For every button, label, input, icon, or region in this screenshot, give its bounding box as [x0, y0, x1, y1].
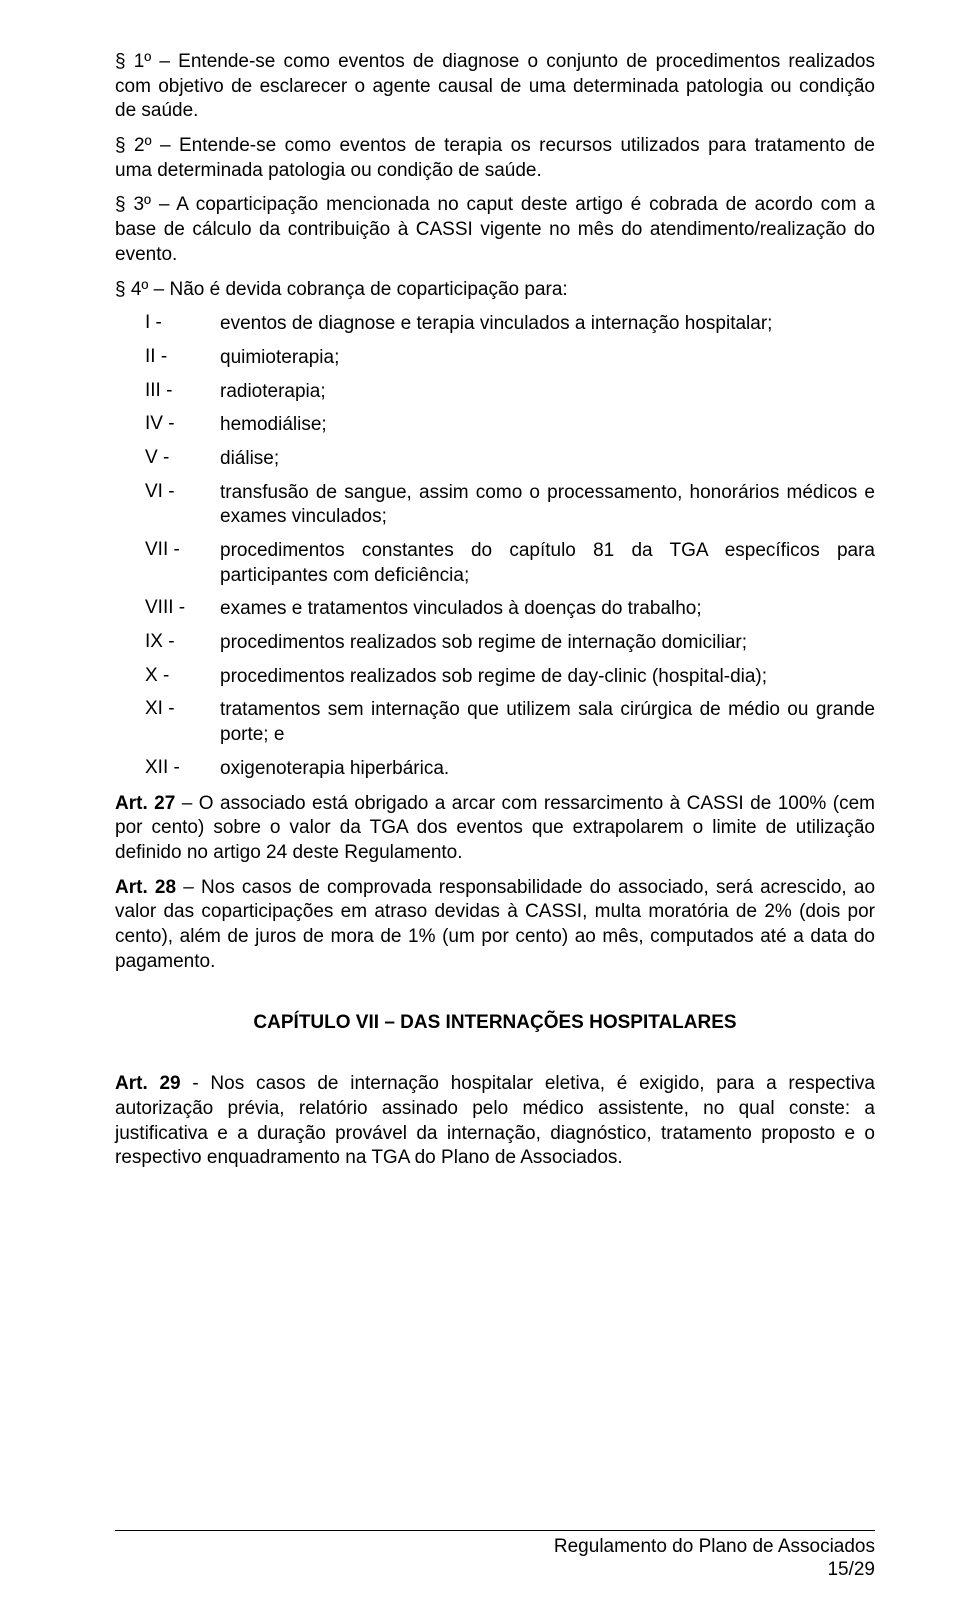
footer-divider	[115, 1530, 875, 1531]
list-number: VI -	[115, 481, 220, 530]
article-text: - Nos casos de internação hospitalar ele…	[115, 1073, 875, 1168]
paragraph-4: § 4º – Não é devida cobrança de copartic…	[115, 278, 875, 303]
paragraph-1: § 1º – Entende-se como eventos de diagno…	[115, 50, 875, 124]
list-text: transfusão de sangue, assim como o proce…	[220, 481, 875, 530]
list-text: procedimentos constantes do capítulo 81 …	[220, 539, 875, 588]
list-text: procedimentos realizados sob regime de i…	[220, 631, 875, 656]
article-text: – O associado está obrigado a arcar com …	[115, 793, 875, 863]
list-number: XI -	[115, 698, 220, 747]
paragraph-2: § 2º – Entende-se como eventos de terapi…	[115, 134, 875, 183]
article-label: Art. 29	[115, 1073, 181, 1094]
footer-title: Regulamento do Plano de Associados	[115, 1535, 875, 1559]
list-number: VIII -	[115, 597, 220, 622]
list-text: radioterapia;	[220, 380, 875, 405]
list-item: IV - hemodiálise;	[115, 413, 875, 438]
list-number: III -	[115, 380, 220, 405]
coparticipacao-list: I - eventos de diagnose e terapia vincul…	[115, 312, 875, 781]
list-number: IX -	[115, 631, 220, 656]
list-item: X - procedimentos realizados sob regime …	[115, 665, 875, 690]
list-number: I -	[115, 312, 220, 337]
list-item: VI - transfusão de sangue, assim como o …	[115, 481, 875, 530]
list-item: IX - procedimentos realizados sob regime…	[115, 631, 875, 656]
list-item: VII - procedimentos constantes do capítu…	[115, 539, 875, 588]
list-text: eventos de diagnose e terapia vinculados…	[220, 312, 875, 337]
list-text: quimioterapia;	[220, 346, 875, 371]
list-number: X -	[115, 665, 220, 690]
list-number: II -	[115, 346, 220, 371]
article-label: Art. 28	[115, 877, 176, 898]
list-text: diálise;	[220, 447, 875, 472]
list-text: exames e tratamentos vinculados à doença…	[220, 597, 875, 622]
list-item: XI - tratamentos sem internação que util…	[115, 698, 875, 747]
list-text: procedimentos realizados sob regime de d…	[220, 665, 875, 690]
list-item: II - quimioterapia;	[115, 346, 875, 371]
list-text: oxigenoterapia hiperbárica.	[220, 757, 875, 782]
list-item: VIII - exames e tratamentos vinculados à…	[115, 597, 875, 622]
page-footer: Regulamento do Plano de Associados 15/29	[115, 1530, 875, 1583]
list-number: VII -	[115, 539, 220, 588]
article-text: – Nos casos de comprovada responsabilida…	[115, 877, 875, 972]
list-text: tratamentos sem internação que utilizem …	[220, 698, 875, 747]
article-29: Art. 29 - Nos casos de internação hospit…	[115, 1072, 875, 1171]
list-number: XII -	[115, 757, 220, 782]
document-page: § 1º – Entende-se como eventos de diagno…	[0, 0, 960, 1622]
article-27: Art. 27 – O associado está obrigado a ar…	[115, 792, 875, 866]
article-28: Art. 28 – Nos casos de comprovada respon…	[115, 876, 875, 975]
list-number: V -	[115, 447, 220, 472]
list-item: I - eventos de diagnose e terapia vincul…	[115, 312, 875, 337]
list-item: XII - oxigenoterapia hiperbárica.	[115, 757, 875, 782]
chapter-title: CAPÍTULO VII – DAS INTERNAÇÕES HOSPITALA…	[115, 1012, 875, 1034]
list-item: III - radioterapia;	[115, 380, 875, 405]
article-label: Art. 27	[115, 793, 175, 814]
paragraph-3: § 3º – A coparticipação mencionada no ca…	[115, 193, 875, 267]
list-text: hemodiálise;	[220, 413, 875, 438]
footer-page-number: 15/29	[115, 1558, 875, 1582]
list-number: IV -	[115, 413, 220, 438]
list-item: V - diálise;	[115, 447, 875, 472]
